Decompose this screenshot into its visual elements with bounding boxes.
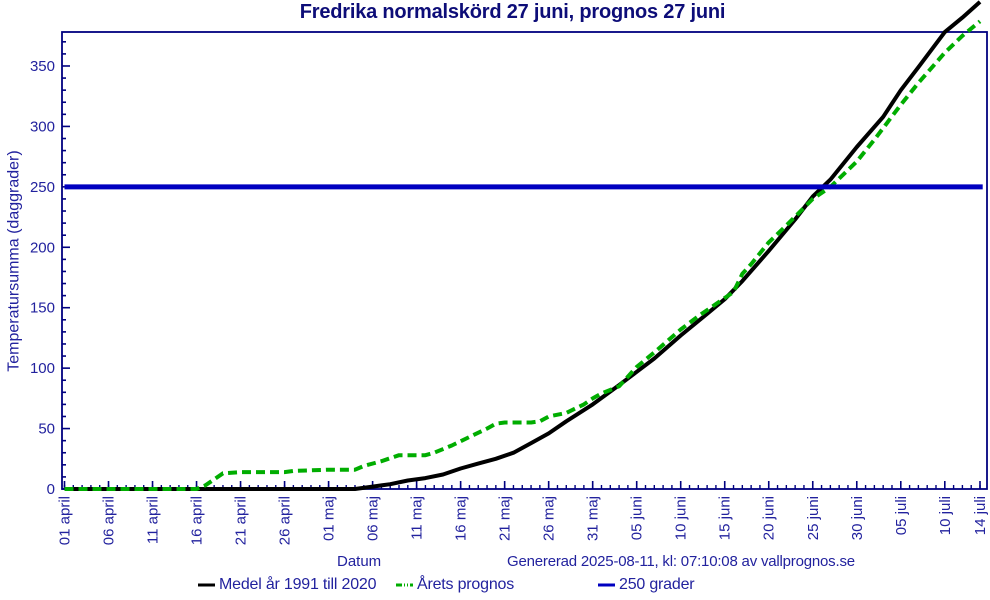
x-tick-label: 10 juni (673, 496, 690, 540)
x-tick-label: 05 juni (629, 496, 646, 540)
x-tick-label: 10 juli (937, 496, 954, 535)
y-axis-title: Temperatursumma (daggrader) (5, 150, 23, 372)
y-tick-label: 250 (30, 179, 55, 196)
x-tick-label: 16 maj (453, 496, 470, 541)
x-tick-label: 11 maj (409, 496, 426, 540)
x-tick-label: 20 juni (761, 496, 778, 540)
x-tick-label: 30 juni (849, 496, 866, 540)
y-tick-label: 100 (30, 360, 55, 377)
x-tick-label: 06 maj (365, 496, 382, 541)
mean-series-line (64, 0, 982, 491)
legend-item-mean: Medel år 1991 till 2020 (198, 576, 376, 594)
x-tick-label: 14 juli (972, 496, 989, 535)
x-tick-label: 11 april (145, 496, 162, 544)
y-tick-label: 300 (30, 118, 55, 135)
x-tick-label: 21 maj (497, 496, 514, 541)
y-tick-label: 350 (30, 58, 55, 75)
x-tick-label: 01 april (57, 496, 74, 545)
y-tick-label: 50 (38, 421, 55, 438)
forecast-line-swatch-icon (396, 583, 413, 587)
threshold-line-swatch-icon (598, 583, 615, 587)
chart-title: Fredrika normalskörd 27 juni, prognos 27… (299, 1, 726, 23)
x-tick-label: 21 april (233, 496, 250, 545)
x-tick-label: 16 april (189, 496, 206, 545)
plot-frame (61, 31, 988, 490)
y-tick-label: 0 (47, 481, 55, 498)
x-tick-label: 26 april (277, 496, 294, 545)
legend: Medel år 1991 till 2020 Årets prognos 25… (0, 576, 990, 596)
x-tick-label: 26 maj (541, 496, 558, 541)
generated-timestamp: Genererad 2025-08-11, kl: 07:10:08 av va… (507, 553, 855, 570)
x-axis-title: Datum (337, 553, 382, 570)
x-tick-label: 31 maj (585, 496, 602, 541)
mean-line-swatch-icon (198, 583, 215, 587)
legend-label-mean: Medel år 1991 till 2020 (219, 576, 377, 593)
legend-item-threshold: 250 grader (598, 576, 695, 594)
x-tick-label: 05 juli (893, 496, 910, 535)
legend-label-forecast: Årets prognos (417, 576, 515, 593)
x-tick-label: 01 maj (321, 496, 338, 541)
forecast-series-line (64, 19, 982, 491)
x-tick-label: 15 juni (717, 496, 734, 540)
y-tick-label: 150 (30, 300, 55, 317)
y-tick-label: 200 (30, 239, 55, 256)
x-tick-label: 25 juni (805, 496, 822, 540)
x-tick-label: 06 april (101, 496, 118, 545)
legend-item-forecast: Årets prognos (396, 576, 514, 594)
legend-label-threshold: 250 grader (619, 576, 695, 593)
